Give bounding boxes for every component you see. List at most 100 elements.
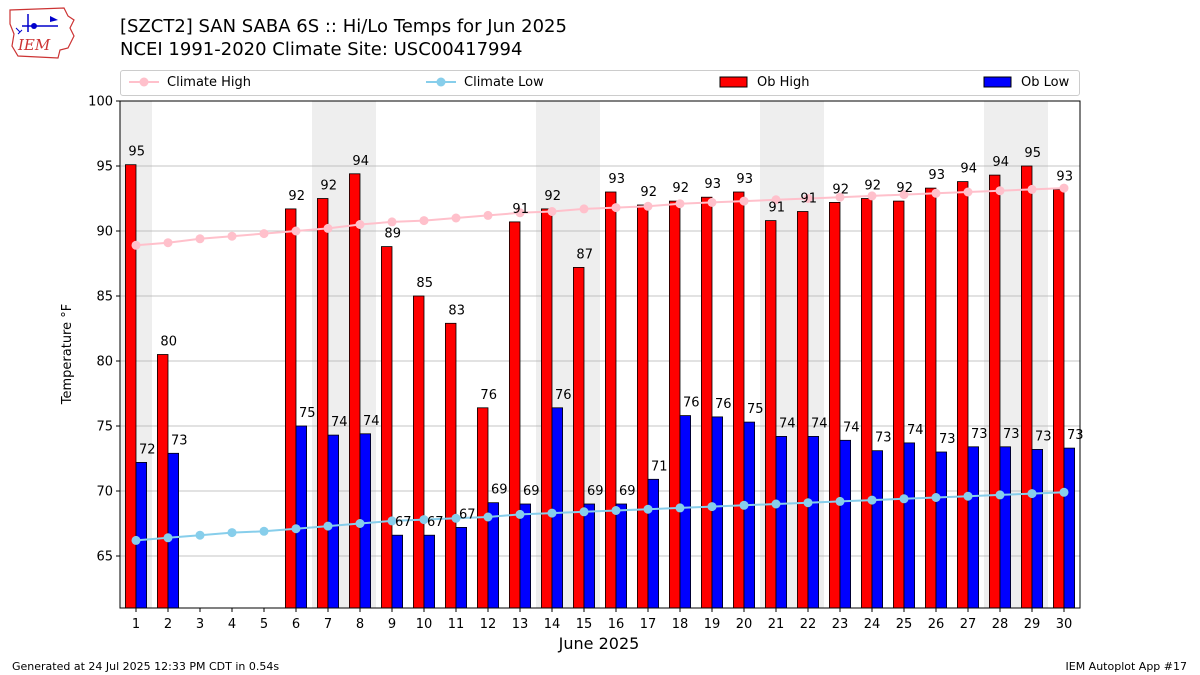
legend-label-climate-low: Climate Low xyxy=(464,74,544,90)
ob-high-label-day-6: 92 xyxy=(288,189,305,204)
climate-high-point-day-4 xyxy=(227,231,237,241)
ob-high-label-day-20: 93 xyxy=(736,172,753,187)
climate-low-point-day-13 xyxy=(515,509,525,519)
legend: Climate High Climate Low Ob High Ob Low xyxy=(120,70,1080,96)
climate-high-point-day-27 xyxy=(963,187,973,197)
x-tick-label-30: 30 xyxy=(1056,617,1073,632)
legend-item-ob-high: Ob High xyxy=(719,74,810,90)
climate-low-point-day-1 xyxy=(131,535,141,545)
x-tick-label-16: 16 xyxy=(608,617,625,632)
legend-label-climate-high: Climate High xyxy=(167,74,252,90)
climate-high-point-day-29 xyxy=(1027,184,1037,194)
climate-low-point-day-15 xyxy=(579,507,589,517)
ob-high-label-day-19: 93 xyxy=(704,177,721,192)
ob-high-bar-day-29 xyxy=(1021,165,1033,609)
x-tick-label-11: 11 xyxy=(448,617,465,632)
climate-high-point-day-19 xyxy=(707,197,717,207)
climate-low-point-day-22 xyxy=(803,498,813,508)
y-tick-label-95: 95 xyxy=(96,160,113,175)
ob-high-label-day-23: 92 xyxy=(832,182,849,197)
climate-low-point-day-8 xyxy=(355,519,365,528)
ob-low-label-day-28: 73 xyxy=(1003,427,1020,442)
x-tick-label-27: 27 xyxy=(960,617,977,632)
ob-high-bar-day-25 xyxy=(893,200,905,609)
ob-low-label-day-24: 73 xyxy=(875,431,892,446)
y-tick-label-90: 90 xyxy=(96,225,113,240)
ob-low-bar-day-30 xyxy=(1063,447,1076,609)
climate-high-point-day-14 xyxy=(547,207,557,216)
ob-low-bar-day-21 xyxy=(775,435,788,609)
value-labels: 95 80 92 92 94 89 85 83 76 91 92 87 93 92 92 93 93 91 91 92… xyxy=(128,145,1083,531)
x-tick-label-1: 1 xyxy=(132,617,140,632)
climate-low-legend-marker xyxy=(426,77,456,87)
ob-low-bar-day-6 xyxy=(295,425,308,609)
climate-high-point-day-11 xyxy=(451,213,461,223)
ob-high-bar-day-20 xyxy=(733,191,745,609)
ob-low-label-day-18: 76 xyxy=(683,396,700,411)
x-tick-label-29: 29 xyxy=(1024,617,1041,632)
climate-low-point-day-17 xyxy=(643,504,653,514)
x-tick-label-22: 22 xyxy=(800,617,817,632)
ob-high-label-day-8: 94 xyxy=(352,154,369,169)
ob-high-bar-day-26 xyxy=(925,187,937,609)
ob-low-bar-day-27 xyxy=(967,446,980,609)
ob-low-bar-day-7 xyxy=(327,434,340,609)
ob-high-label-day-18: 92 xyxy=(672,181,689,196)
ob-low-bar-day-14 xyxy=(551,407,564,609)
ob-low-legend-swatch xyxy=(983,76,1012,88)
x-tick-label-14: 14 xyxy=(544,617,561,632)
ob-high-label-day-7: 92 xyxy=(320,179,337,194)
ob-low-label-day-25: 74 xyxy=(907,423,924,438)
ob-high-bar-day-10 xyxy=(412,295,425,609)
ob-low-label-day-11: 67 xyxy=(459,507,476,522)
climate-high-legend-marker xyxy=(129,77,159,87)
ob-low-label-day-14: 76 xyxy=(555,388,572,403)
logo-text: IEM xyxy=(17,36,51,54)
x-tick-label-25: 25 xyxy=(896,617,913,632)
climate-high-point-day-15 xyxy=(579,204,589,214)
x-tick-label-15: 15 xyxy=(576,617,593,632)
ob-low-label-day-7: 74 xyxy=(331,415,348,430)
climate-low-point-day-21 xyxy=(771,499,781,509)
x-tick-label-28: 28 xyxy=(992,617,1009,632)
climate-low-point-day-26 xyxy=(931,493,941,502)
y-tick-label-85: 85 xyxy=(96,290,113,305)
chart-subtitle: NCEI 1991-2020 Climate Site: USC00417994 xyxy=(120,39,523,60)
x-tick-label-18: 18 xyxy=(672,617,689,632)
ob-low-label-day-19: 76 xyxy=(715,397,732,412)
ob-low-label-day-13: 69 xyxy=(523,484,540,499)
y-tick-label-100: 100 xyxy=(88,95,113,110)
x-tick-label-4: 4 xyxy=(228,617,236,632)
ob-high-bar-day-18 xyxy=(669,200,681,609)
x-tick-label-7: 7 xyxy=(324,617,332,632)
ob-low-label-day-6: 75 xyxy=(299,406,316,421)
ob-high-label-day-29: 95 xyxy=(1024,146,1041,161)
climate-high-point-day-8 xyxy=(355,220,365,229)
y-axis-label: Temperature °F xyxy=(60,304,75,405)
climate-low-point-day-18 xyxy=(675,503,685,513)
ob-high-bar-day-12 xyxy=(476,407,489,609)
ob-low-label-day-16: 69 xyxy=(619,484,636,499)
ob-low-label-day-27: 73 xyxy=(971,427,988,442)
ob-high-bar-day-9 xyxy=(380,246,393,609)
ob-low-bar-day-28 xyxy=(999,446,1012,609)
ob-low-bar-day-26 xyxy=(935,451,948,609)
ob-high-bar-day-16 xyxy=(605,191,617,609)
ob-low-label-day-23: 74 xyxy=(843,420,860,435)
x-tick-label-26: 26 xyxy=(928,617,945,632)
ob-high-bar-day-13 xyxy=(508,221,521,609)
climate-high-point-day-9 xyxy=(387,217,397,227)
legend-item-climate-high: Climate High xyxy=(129,74,251,90)
climate-high-point-day-7 xyxy=(323,223,333,233)
climate-low-point-day-2 xyxy=(163,533,173,543)
climate-high-point-day-24 xyxy=(867,191,877,201)
climate-lines xyxy=(131,183,1069,545)
climate-low-point-day-6 xyxy=(291,524,301,534)
ob-high-label-day-27: 94 xyxy=(960,162,977,177)
ob-low-label-day-20: 75 xyxy=(747,402,764,417)
ob-high-label-day-13: 91 xyxy=(512,202,529,217)
x-tick-label-5: 5 xyxy=(260,617,268,632)
climate-low-point-day-14 xyxy=(547,508,557,518)
